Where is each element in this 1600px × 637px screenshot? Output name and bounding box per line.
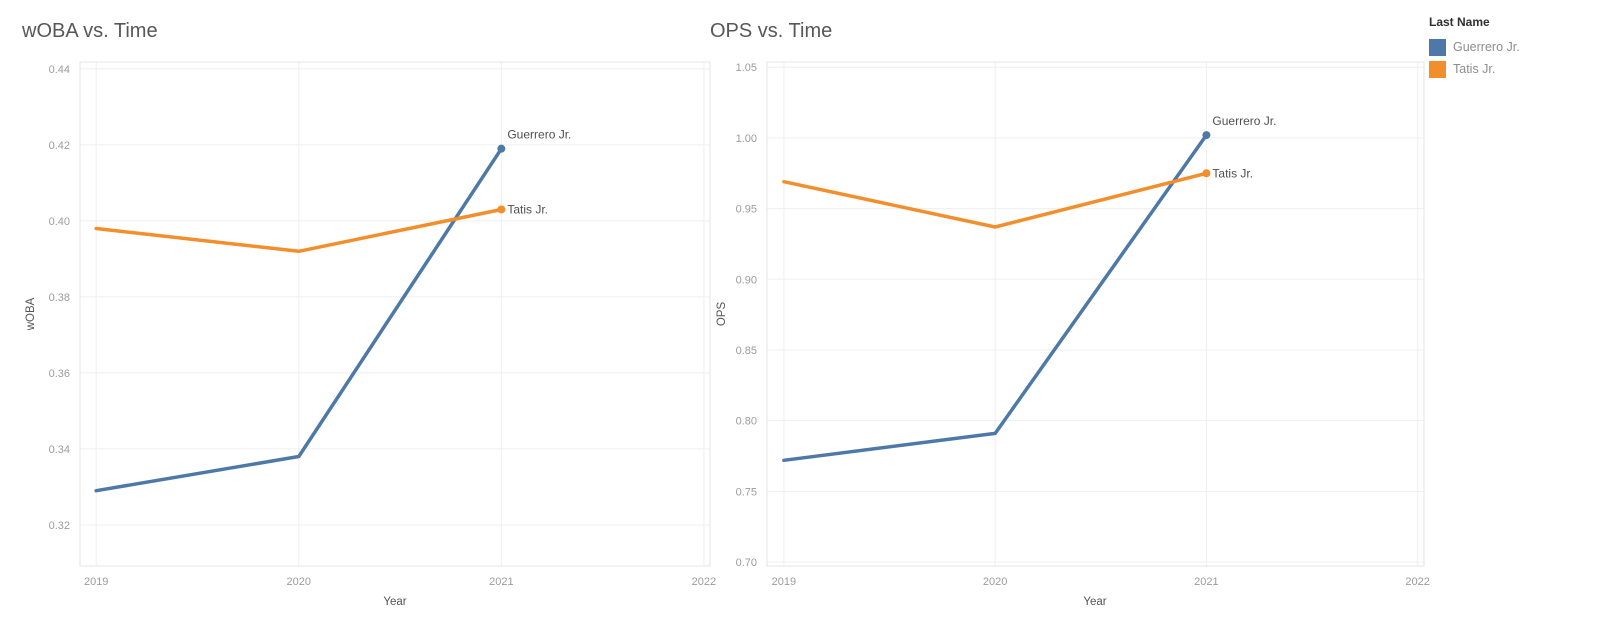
series-end-label-guerrero-jr: Guerrero Jr. [507, 128, 571, 142]
legend-label-guerrero: Guerrero Jr. [1453, 40, 1520, 54]
y-tick-label: 0.36 [49, 368, 70, 380]
series-line-guerrero-jr[interactable] [782, 133, 1209, 463]
x-axis-title-year-woba: Year [383, 596, 407, 608]
series-endpoint-guerrero-jr[interactable] [1202, 131, 1211, 140]
series-end-label-tatis-jr: Tatis Jr. [507, 202, 548, 216]
y-tick-label: 1.05 [736, 62, 757, 74]
y-tick-label: 1.00 [736, 133, 757, 145]
y-tick-label: 0.44 [49, 64, 70, 76]
y-axis-title-woba: wOBA [25, 297, 37, 331]
y-tick-label: 0.42 [49, 140, 70, 152]
y-tick-label: 0.95 [736, 204, 757, 216]
legend: Last Name Guerrero Jr. Tatis Jr. [1429, 15, 1594, 80]
series-endpoint-tatis-jr[interactable] [497, 205, 506, 214]
legend-swatch-tatis[interactable] [1429, 60, 1446, 78]
chart-title-ops: OPS vs. Time [710, 20, 833, 42]
legend-item-tatis[interactable]: Tatis Jr. [1429, 58, 1594, 80]
x-tick-label: 2021 [1194, 576, 1218, 588]
x-tick-label: 2020 [983, 576, 1007, 588]
series-line-guerrero-jr[interactable] [94, 146, 504, 493]
x-axis-title-year-ops: Year [1083, 596, 1107, 608]
y-tick-label: 0.75 [736, 486, 757, 498]
series-line-tatis-jr[interactable] [94, 207, 504, 254]
x-tick-label: 2022 [692, 576, 716, 588]
y-tick-label: 0.38 [49, 292, 70, 304]
x-tick-label: 2022 [1405, 576, 1429, 588]
y-tick-label: 0.70 [736, 557, 757, 569]
series-end-label-guerrero-jr: Guerrero Jr. [1212, 114, 1276, 128]
y-tick-label: 0.85 [736, 345, 757, 357]
series-line-tatis-jr[interactable] [782, 171, 1209, 229]
y-tick-label: 0.34 [49, 444, 70, 456]
chart-title-woba: wOBA vs. Time [22, 20, 158, 42]
legend-title: Last Name [1429, 15, 1490, 29]
x-tick-label: 2019 [84, 576, 108, 588]
y-tick-label: 0.40 [49, 216, 70, 228]
y-tick-label: 0.90 [736, 274, 757, 286]
series-endpoint-tatis-jr[interactable] [1202, 169, 1211, 178]
y-axis-title-ops: OPS [716, 301, 728, 327]
x-tick-label: 2019 [772, 576, 796, 588]
x-tick-label: 2020 [287, 576, 311, 588]
legend-label-tatis: Tatis Jr. [1453, 62, 1496, 76]
legend-swatch-guerrero[interactable] [1429, 38, 1446, 56]
y-tick-label: 0.80 [736, 416, 757, 428]
x-tick-label: 2021 [489, 576, 513, 588]
series-endpoint-guerrero-jr[interactable] [497, 144, 506, 153]
legend-item-guerrero[interactable]: Guerrero Jr. [1429, 36, 1594, 58]
plot-border [79, 61, 711, 567]
plot-border [766, 61, 1425, 567]
y-tick-label: 0.32 [49, 520, 70, 532]
series-end-label-tatis-jr: Tatis Jr. [1212, 166, 1253, 180]
